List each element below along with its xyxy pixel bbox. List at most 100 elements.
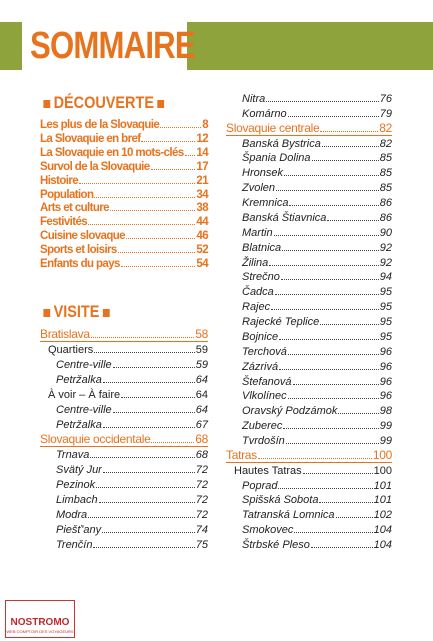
entry-page: 14 — [196, 146, 208, 159]
toc-entry: Nitra 76 — [242, 91, 392, 105]
entry-label: Cuisine slovaque — [40, 230, 126, 243]
entry-page: 12 — [196, 132, 208, 145]
entry-page: 17 — [196, 160, 208, 173]
leader — [109, 210, 196, 212]
leader — [302, 472, 373, 474]
entry-label: Smokovec — [242, 524, 294, 537]
entry-label: Bratislava — [40, 327, 90, 341]
entry-label: Piešť'any — [56, 524, 102, 536]
toc-entry: Petržalka 64 — [56, 372, 208, 386]
entry-page: 98 — [379, 405, 392, 418]
logo: NOSTROMO WEB COMPTOIR DES VOYAGEURS — [5, 600, 75, 638]
entry-page: 94 — [379, 271, 392, 284]
toc-entry: Trenčín 75 — [56, 537, 208, 551]
leader — [141, 140, 196, 142]
leader — [88, 224, 196, 226]
entry-page: 64 — [195, 389, 208, 401]
entry-page: 38 — [196, 202, 208, 215]
leader — [112, 412, 195, 413]
entry-label: Population — [40, 188, 94, 201]
entry-label: Slovaquie occidentale — [40, 432, 151, 446]
entry-label: Petržalka — [56, 374, 102, 386]
entry-label: La Slovaquie en bref — [40, 132, 141, 145]
leader — [96, 487, 195, 488]
leader — [117, 252, 196, 254]
leader — [279, 368, 379, 370]
toc-entry: Banská Štiavnica 86 — [242, 210, 392, 224]
entry-page: 95 — [379, 301, 392, 314]
leader — [102, 427, 195, 428]
entry-label: Vlkolínec — [242, 390, 287, 403]
entry-label: Banská Štiavnica — [242, 211, 327, 224]
leader — [289, 205, 379, 207]
toc-entry: Population 34 — [40, 187, 209, 201]
logo-name: NOSTROMO — [10, 617, 70, 628]
entry-page: 90 — [379, 226, 392, 239]
entry-page: 54 — [196, 258, 208, 270]
toc-entry: Cuisine slovaque 46 — [40, 228, 209, 243]
toc-entry: Banská Bystrica 82 — [242, 136, 392, 150]
entry-label: La Slovaquie en 10 mots-clés — [40, 146, 184, 159]
leader — [151, 442, 195, 443]
entry-page: 86 — [379, 211, 392, 224]
leader — [338, 413, 379, 415]
leader — [294, 532, 373, 534]
entry-page: 82 — [379, 137, 392, 150]
toc-entry: Arts et culture 38 — [40, 200, 209, 215]
entry-label: Banská Bystrica — [242, 137, 321, 150]
leader — [120, 266, 196, 267]
entry-label: Spišská Sobota — [242, 494, 319, 507]
entry-page: 59 — [195, 344, 208, 356]
entry-page: 96 — [379, 375, 392, 388]
toc-entry: Piešť'any 74 — [56, 522, 208, 536]
entry-label: Slovaquie centrale — [226, 120, 320, 135]
leader — [273, 234, 379, 236]
toc-entry: Terchová 96 — [242, 344, 392, 358]
toc-entry: Hautes Tatras 100 — [234, 463, 392, 477]
toc-entry: Histoire 21 — [40, 173, 209, 187]
entry-page: 8 — [202, 119, 208, 131]
entry-label: Histoire — [40, 174, 79, 187]
entry-label: Tatranská Lomnica — [242, 509, 335, 522]
leader — [279, 338, 379, 340]
entry-label: Limbach — [56, 494, 98, 506]
entry-label: Martin — [242, 226, 273, 239]
entry-page: 68 — [195, 449, 208, 461]
leader — [184, 154, 196, 156]
entry-label: Zvolen — [242, 182, 276, 195]
toc-entry: Rajecké Teplice 95 — [242, 314, 392, 328]
leader — [287, 398, 379, 400]
entry-page: 79 — [379, 107, 392, 120]
toc-entry: Tatras 100 — [226, 448, 392, 463]
section-heading: DÉCOUVERTE — [40, 93, 168, 113]
toc-entry: Slovaquie occidentale 68 — [40, 432, 208, 447]
entry-page: 100 — [373, 464, 392, 477]
entry-label: Petržalka — [56, 419, 102, 431]
entry-page: 72 — [195, 509, 208, 521]
entry-label: Žilina — [242, 256, 269, 269]
entry-page: 85 — [379, 152, 392, 165]
entry-page: 72 — [195, 464, 208, 476]
entry-label: Survol de la Slovaquie — [40, 160, 150, 173]
leader — [321, 145, 379, 147]
entry-page: 95 — [379, 330, 392, 343]
title-box — [22, 22, 187, 70]
entry-label: Štrbské Pleso — [242, 539, 310, 552]
leader — [327, 219, 379, 221]
entry-page: 52 — [196, 244, 208, 257]
entry-page: 82 — [379, 120, 392, 135]
leader — [94, 196, 196, 198]
entry-page: 67 — [195, 419, 208, 431]
leader — [274, 294, 379, 296]
toc-entry: Strečno 94 — [242, 269, 392, 283]
toc-entry: La Slovaquie en bref 12 — [40, 131, 209, 145]
entry-label: Poprad — [242, 479, 278, 492]
entry-label: Hronsek — [242, 167, 283, 180]
entry-label: Les plus de la Slovaquie — [40, 119, 160, 131]
section-title: DÉCOUVERTE — [53, 93, 154, 112]
entry-label: Trnava — [56, 449, 90, 461]
toc-entry: Quartiers 59 — [48, 342, 208, 356]
toc-entry: Slovaquie centrale 82 — [226, 121, 392, 136]
leader — [278, 487, 373, 489]
